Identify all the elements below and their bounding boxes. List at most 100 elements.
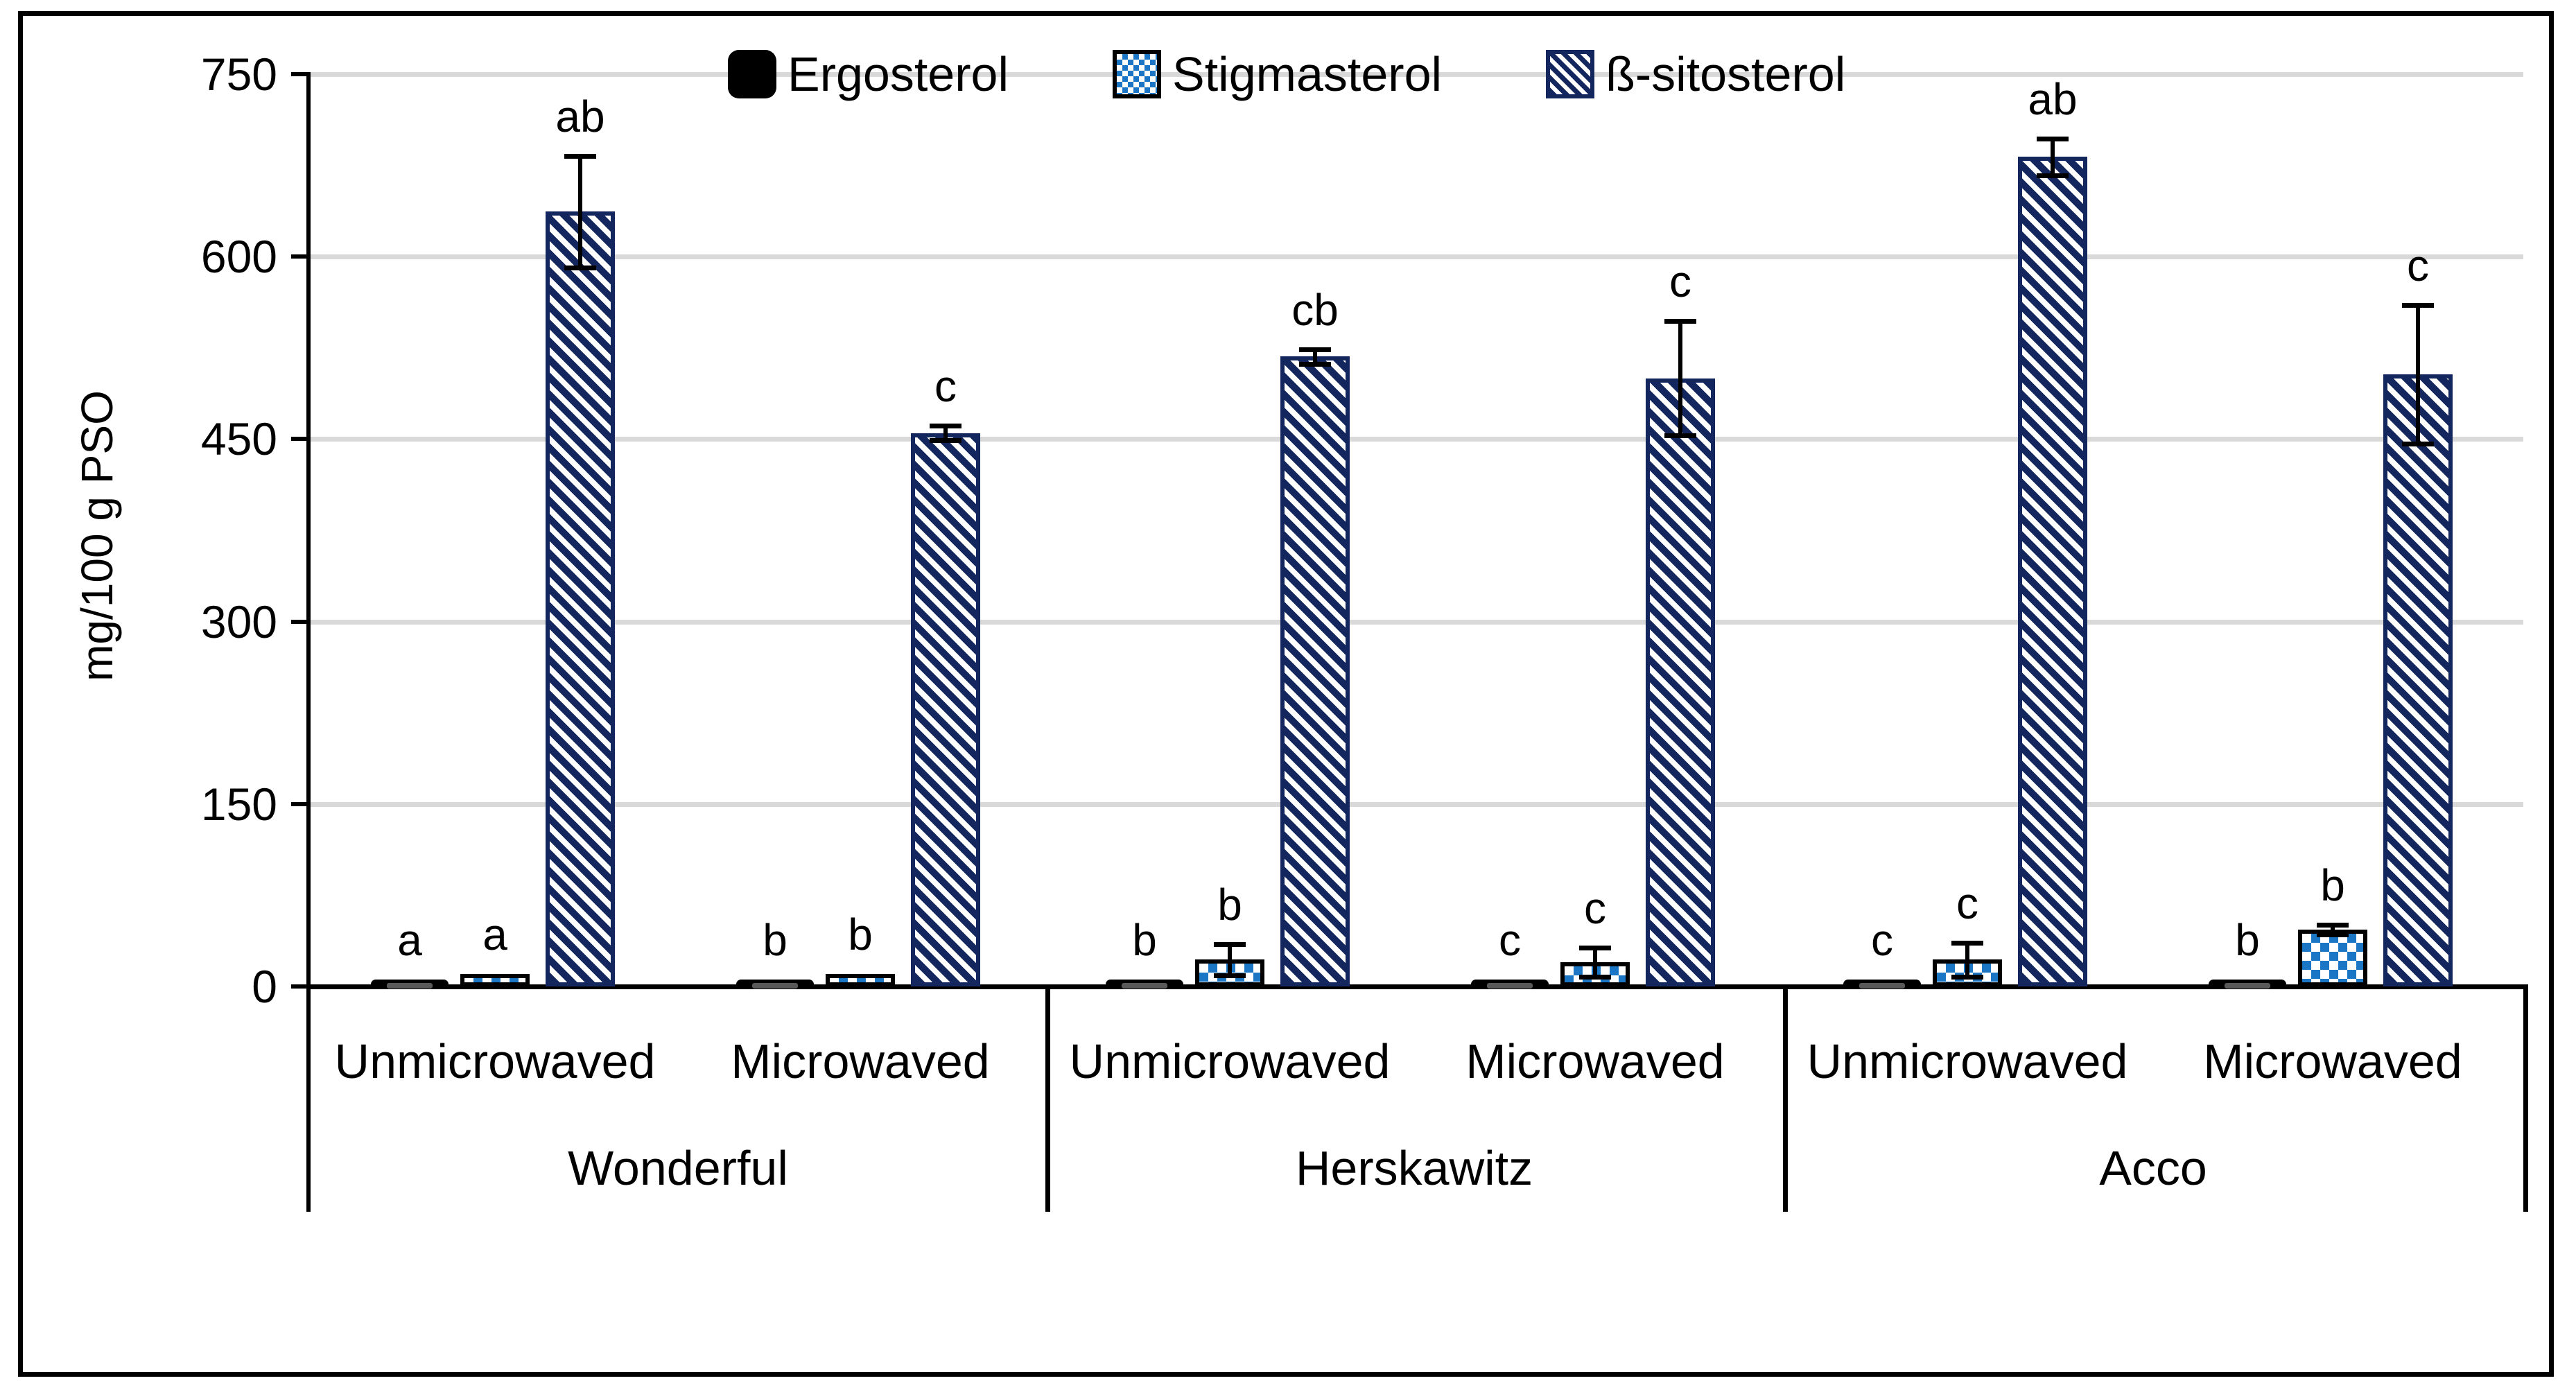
- legend-item: Stigmasterol: [1113, 49, 1442, 100]
- treatment-label: Unmicrowaved: [334, 1034, 656, 1088]
- legend-swatch-stigmasterol: [1113, 50, 1162, 98]
- y-axis-line: [306, 74, 311, 1212]
- error-bar-cap: [1951, 940, 1983, 946]
- significance-letter: b: [1132, 915, 1157, 965]
- legend-swatch-ergosterol: [728, 50, 776, 98]
- error-bar-cap: [1299, 347, 1331, 352]
- error-bar: [752, 983, 798, 989]
- legend-label: Stigmasterol: [1172, 47, 1443, 101]
- significance-letter: b: [2235, 915, 2260, 965]
- gridline: [311, 254, 2523, 260]
- y-tick-label: 750: [200, 49, 277, 100]
- treatment-label: Unmicrowaved: [1069, 1034, 1391, 1088]
- significance-letter: c: [1956, 878, 1978, 928]
- error-bar: [1228, 943, 1232, 976]
- treatment-label: Microwaved: [731, 1034, 990, 1088]
- bar-stigmasterol: [2298, 929, 2367, 986]
- error-bar: [1678, 321, 1682, 436]
- significance-letter: c: [2407, 241, 2429, 291]
- error-bar-cap: [1664, 433, 1696, 439]
- variety-label: Herskawitz: [1295, 1141, 1533, 1195]
- legend-item: ß-sitosterol: [1546, 49, 1845, 100]
- significance-letter: c: [1584, 882, 1606, 933]
- bar-stigmasterol: [460, 974, 530, 986]
- y-tick-label: 0: [252, 961, 277, 1012]
- x-axis-line: [306, 984, 2528, 989]
- error-bar-cap: [2317, 932, 2349, 937]
- y-tick-label: 150: [200, 778, 277, 830]
- y-tick-label: 300: [200, 595, 277, 647]
- significance-letter: b: [848, 910, 873, 960]
- error-bar-cap: [564, 153, 596, 159]
- significance-letter: c: [934, 361, 957, 412]
- y-axis-tick: [291, 801, 311, 806]
- variety-label: Wonderful: [568, 1141, 788, 1195]
- treatment-label: Microwaved: [1465, 1034, 1725, 1088]
- error-bar-cap: [1664, 319, 1696, 324]
- error-bar-cap: [1299, 361, 1331, 367]
- error-bar-cap: [564, 265, 596, 270]
- gridline: [311, 72, 2523, 77]
- significance-letter: b: [1217, 879, 1242, 930]
- error-bar-cap: [2037, 173, 2069, 178]
- bar-sitosterol: [2383, 374, 2453, 986]
- y-axis-tick: [291, 619, 311, 624]
- legend-label: Ergosterol: [787, 47, 1009, 101]
- error-bar: [387, 983, 433, 989]
- bar-sitosterol: [546, 211, 615, 986]
- legend-label: ß-sitosterol: [1605, 47, 1846, 101]
- variety-label: Acco: [2099, 1141, 2207, 1195]
- gridline: [311, 437, 2523, 442]
- error-bar-cap: [1951, 974, 1983, 980]
- error-bar-cap: [1579, 945, 1611, 950]
- category-separator: [2523, 986, 2528, 1212]
- error-bar-cap: [2317, 922, 2349, 928]
- gridline: [311, 619, 2523, 625]
- error-bar: [578, 155, 582, 268]
- error-bar-cap: [2402, 442, 2434, 447]
- bar-sitosterol: [1646, 378, 1715, 986]
- category-separator: [1783, 986, 1788, 1212]
- bar-sitosterol: [1280, 356, 1350, 986]
- bar-sitosterol: [2018, 157, 2087, 986]
- bar-stigmasterol: [826, 974, 895, 986]
- y-axis-tick: [291, 437, 311, 442]
- error-bar: [1965, 942, 1969, 977]
- error-bar: [2225, 983, 2270, 989]
- significance-letter: b: [763, 915, 787, 965]
- significance-letter: ab: [555, 91, 605, 141]
- significance-letter: c: [1871, 915, 1893, 965]
- error-bar: [943, 426, 948, 441]
- error-bar-cap: [1214, 941, 1246, 947]
- y-tick-label: 450: [200, 413, 277, 465]
- bar-sitosterol: [911, 433, 980, 986]
- y-axis-tick: [291, 254, 311, 259]
- category-separator: [1045, 986, 1050, 1212]
- y-axis-tick: [291, 984, 311, 989]
- significance-letter: a: [482, 910, 507, 960]
- error-bar: [2416, 305, 2420, 444]
- significance-letter: c: [1499, 915, 1521, 965]
- treatment-label: Unmicrowaved: [1807, 1034, 2128, 1088]
- error-bar: [1487, 983, 1533, 989]
- legend-swatch-sitosterol: [1546, 50, 1595, 98]
- significance-letter: c: [1669, 256, 1691, 307]
- y-tick-label: 600: [200, 231, 277, 283]
- legend-item: Ergosterol: [728, 49, 1009, 100]
- gridline: [311, 801, 2523, 807]
- error-bar: [1859, 983, 1905, 989]
- error-bar-cap: [2402, 303, 2434, 308]
- error-bar: [2051, 138, 2055, 175]
- error-bar: [1122, 983, 1167, 989]
- significance-letter: a: [397, 915, 422, 965]
- error-bar-cap: [930, 424, 961, 429]
- significance-letter: cb: [1291, 284, 1339, 335]
- error-bar: [2331, 924, 2335, 934]
- error-bar-cap: [2037, 136, 2069, 141]
- error-bar-cap: [930, 438, 961, 444]
- error-bar: [1593, 947, 1597, 977]
- treatment-label: Microwaved: [2203, 1034, 2462, 1088]
- error-bar-cap: [1579, 974, 1611, 980]
- figure-border: [18, 11, 2554, 1377]
